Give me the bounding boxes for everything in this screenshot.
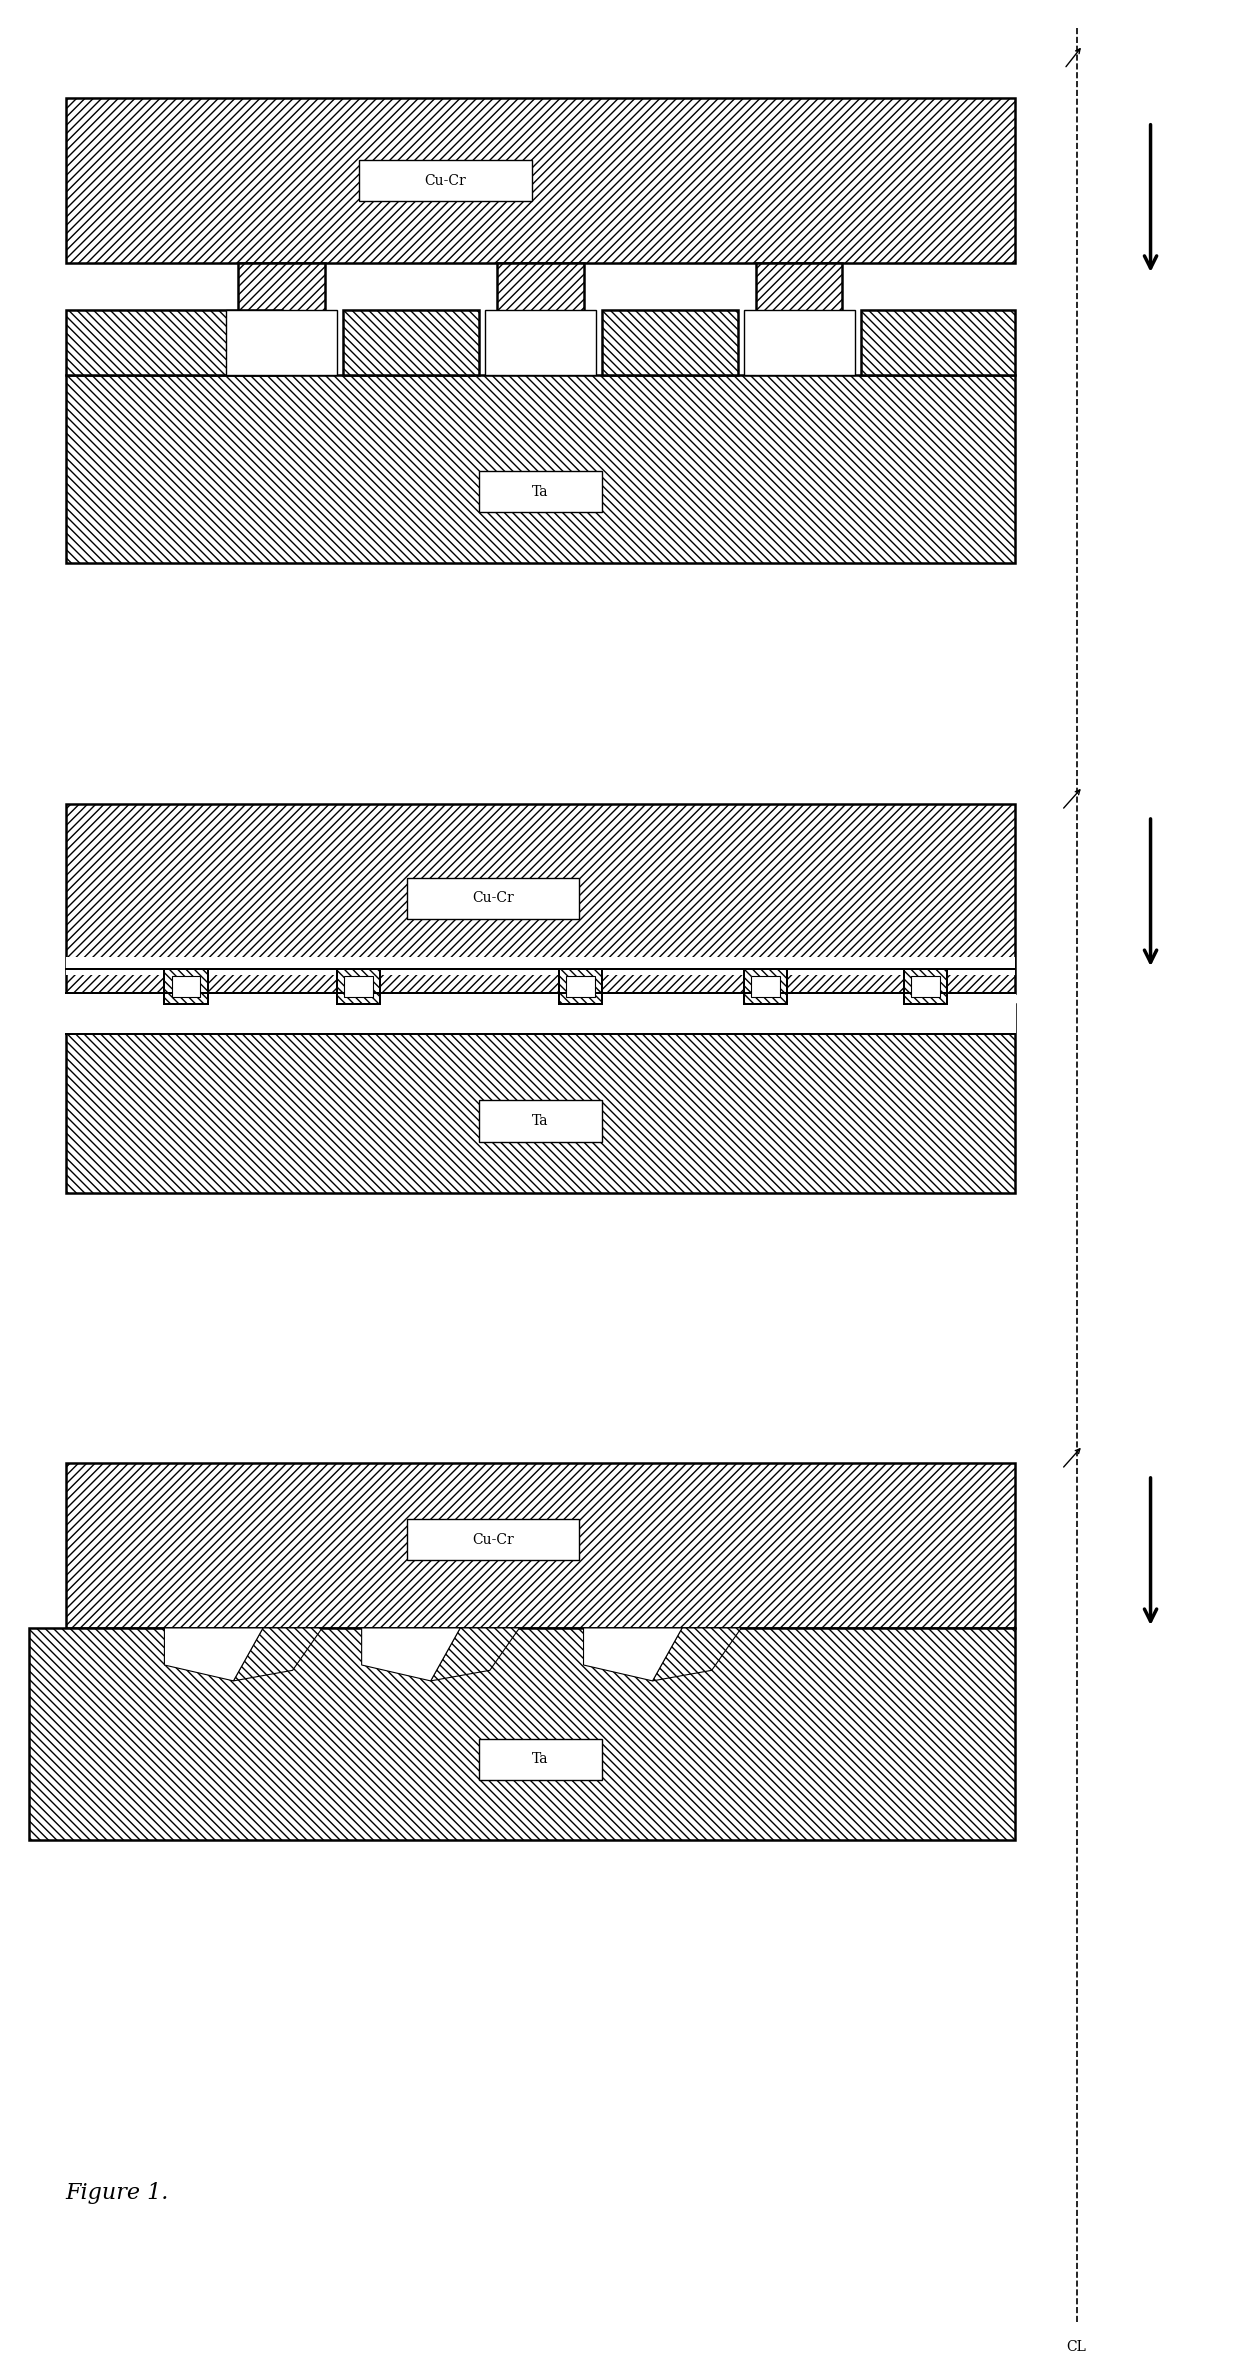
Bar (66, 805, 1015, 992)
Bar (558, 968, 602, 1004)
Bar (171, 976, 200, 997)
Text: Ta: Ta (532, 484, 549, 498)
Bar (498, 262, 583, 333)
Bar (911, 976, 939, 997)
Text: Cu-Cr: Cu-Cr (472, 1533, 514, 1547)
Text: Cu-Cr: Cu-Cr (472, 890, 514, 905)
Text: Ta: Ta (532, 1753, 549, 1767)
Bar (751, 976, 779, 997)
Bar (338, 968, 380, 1004)
Bar (479, 1101, 602, 1141)
Bar (743, 968, 787, 1004)
Bar (566, 976, 594, 997)
Bar (407, 1519, 580, 1561)
Polygon shape (431, 1627, 520, 1682)
Bar (479, 470, 602, 513)
Bar (359, 161, 531, 201)
Bar (29, 1627, 1015, 1840)
Bar (345, 976, 372, 997)
Bar (66, 376, 1015, 562)
Polygon shape (233, 1627, 323, 1682)
Bar (66, 309, 282, 376)
Bar (171, 976, 200, 997)
Bar (743, 968, 787, 1004)
Bar (485, 309, 596, 376)
Bar (903, 968, 947, 1004)
Bar (756, 262, 843, 333)
Polygon shape (164, 1627, 263, 1682)
Bar (65, 992, 1016, 1035)
Bar (743, 309, 855, 376)
Bar (861, 309, 1015, 376)
Bar (911, 976, 939, 997)
Bar (238, 262, 325, 333)
Bar (66, 99, 1015, 262)
Bar (226, 309, 338, 376)
Bar (164, 968, 207, 1004)
Bar (903, 968, 947, 1004)
Bar (602, 309, 737, 376)
Bar (226, 309, 338, 376)
Polygon shape (361, 1627, 460, 1682)
Bar (485, 309, 596, 376)
Bar (751, 976, 779, 997)
Bar (911, 976, 939, 997)
Bar (345, 976, 372, 997)
Bar (911, 976, 939, 997)
Bar (345, 976, 372, 997)
Bar (558, 968, 602, 1004)
Bar (566, 976, 594, 997)
Bar (743, 309, 855, 376)
Bar (66, 1004, 1015, 1193)
Text: Ta: Ta (532, 1115, 549, 1129)
Polygon shape (653, 1627, 741, 1682)
Bar (66, 1462, 1015, 1627)
Bar (566, 976, 594, 997)
Bar (345, 976, 372, 997)
Bar (171, 976, 200, 997)
Bar (751, 976, 779, 997)
Bar (338, 968, 380, 1004)
Bar (751, 976, 779, 997)
Bar (66, 992, 1015, 1004)
Bar (164, 968, 207, 1004)
Bar (479, 1738, 602, 1781)
Polygon shape (583, 1627, 683, 1682)
Text: Cu-Cr: Cu-Cr (424, 175, 467, 187)
Bar (407, 879, 580, 919)
Bar (344, 309, 479, 376)
Text: Figure 1.: Figure 1. (66, 2182, 169, 2204)
Bar (566, 976, 594, 997)
Bar (66, 957, 1015, 976)
Bar (171, 976, 200, 997)
Text: CL: CL (1067, 2341, 1087, 2355)
